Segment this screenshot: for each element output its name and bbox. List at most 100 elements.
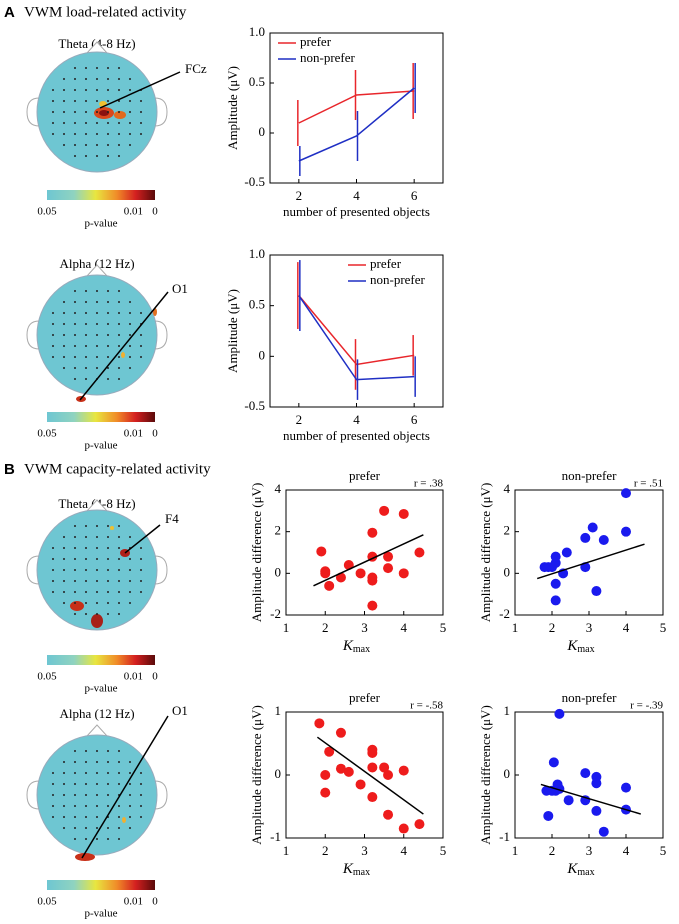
- legend-label: non-prefer: [300, 50, 356, 65]
- electrode: [129, 602, 131, 604]
- electrode: [85, 312, 87, 314]
- chart-title: prefer: [349, 468, 381, 483]
- y-axis-label: Amplitude difference (μV): [249, 705, 264, 845]
- colorbar: [47, 190, 155, 200]
- scatter-point: [414, 819, 425, 830]
- electrode: [96, 838, 98, 840]
- electrode: [118, 827, 120, 829]
- y-tick-label: 4: [504, 481, 511, 496]
- electrode: [63, 772, 65, 774]
- electrode: [118, 816, 120, 818]
- electrode: [118, 536, 120, 538]
- electrode: [63, 133, 65, 135]
- electrode: [129, 356, 131, 358]
- scatter-point: [324, 580, 335, 591]
- activity-blob: [121, 352, 125, 358]
- section-label: B: [4, 461, 15, 478]
- electrode: [118, 547, 120, 549]
- electrode: [85, 525, 87, 527]
- electrode: [96, 312, 98, 314]
- y-axis-label: Amplitude (μV): [225, 289, 240, 373]
- electrode: [96, 67, 98, 69]
- electrode: [52, 772, 54, 774]
- scatter-point: [383, 809, 394, 820]
- colorbar: [47, 412, 155, 422]
- electrode: [118, 591, 120, 593]
- electrode: [52, 580, 54, 582]
- electrode: [85, 122, 87, 124]
- colorbar-tick-label: 0.05: [37, 671, 57, 683]
- electrode: [63, 816, 65, 818]
- electrode: [118, 613, 120, 615]
- electrode: [96, 525, 98, 527]
- electrode: [107, 122, 109, 124]
- scatter-point: [367, 747, 378, 758]
- scatter-point: [398, 765, 409, 776]
- axes-frame: [269, 32, 444, 184]
- electrode: [85, 838, 87, 840]
- x-tick-label: 3: [361, 620, 368, 635]
- electrode: [85, 816, 87, 818]
- axes-frame: [285, 711, 444, 839]
- electrode: [107, 367, 109, 369]
- electrode: [129, 805, 131, 807]
- electrode: [52, 133, 54, 135]
- electrode: [85, 100, 87, 102]
- fit-line: [313, 534, 424, 587]
- electrode: [140, 334, 142, 336]
- electrode: [129, 569, 131, 571]
- electrode: [85, 805, 87, 807]
- electrode: [52, 558, 54, 560]
- scatter-point: [414, 547, 425, 558]
- colorbar: [47, 880, 155, 890]
- activity-blob: [70, 601, 84, 611]
- electrode: [118, 345, 120, 347]
- electrode: [96, 89, 98, 91]
- x-axis-subscript: max: [353, 644, 370, 655]
- electrode: [129, 122, 131, 124]
- electrode: [85, 536, 87, 538]
- activity-blob: [114, 111, 126, 119]
- electrode: [74, 750, 76, 752]
- y-axis-label: Amplitude difference (μV): [478, 705, 493, 845]
- scatter-point: [320, 568, 331, 579]
- electrode: [74, 155, 76, 157]
- x-tick-label: 4: [623, 620, 630, 635]
- electrode: [63, 78, 65, 80]
- electrode: [85, 580, 87, 582]
- electrode: [52, 312, 54, 314]
- electrode: [107, 591, 109, 593]
- electrode: [85, 301, 87, 303]
- scatter-point: [591, 778, 602, 789]
- electrode: [74, 794, 76, 796]
- electrode: [96, 367, 98, 369]
- electrode: [118, 750, 120, 752]
- electrode: [52, 334, 54, 336]
- y-tick-label: 0: [504, 564, 511, 579]
- electrode: [118, 155, 120, 157]
- electrode: [107, 558, 109, 560]
- x-tick-label: 4: [623, 843, 630, 858]
- electrode: [85, 290, 87, 292]
- electrode: [52, 816, 54, 818]
- electrode: [107, 569, 109, 571]
- electrode: [118, 602, 120, 604]
- electrode: [96, 805, 98, 807]
- electrode: [63, 111, 65, 113]
- y-tick-label: 0: [275, 564, 282, 579]
- scatter-point: [335, 727, 346, 738]
- scatter-point: [563, 795, 574, 806]
- electrode: [129, 536, 131, 538]
- colorbar-tick-label: 0.01: [124, 428, 143, 440]
- electrode: [118, 356, 120, 358]
- x-tick-label: 6: [411, 188, 418, 203]
- electrode: [96, 301, 98, 303]
- electrode: [74, 525, 76, 527]
- electrode: [107, 827, 109, 829]
- electrode: [107, 155, 109, 157]
- x-tick-label: 2: [549, 620, 556, 635]
- electrode: [118, 805, 120, 807]
- colorbar-label: p-value: [85, 683, 118, 695]
- section-title: VWM capacity-related activity: [24, 461, 211, 477]
- electrode: [85, 602, 87, 604]
